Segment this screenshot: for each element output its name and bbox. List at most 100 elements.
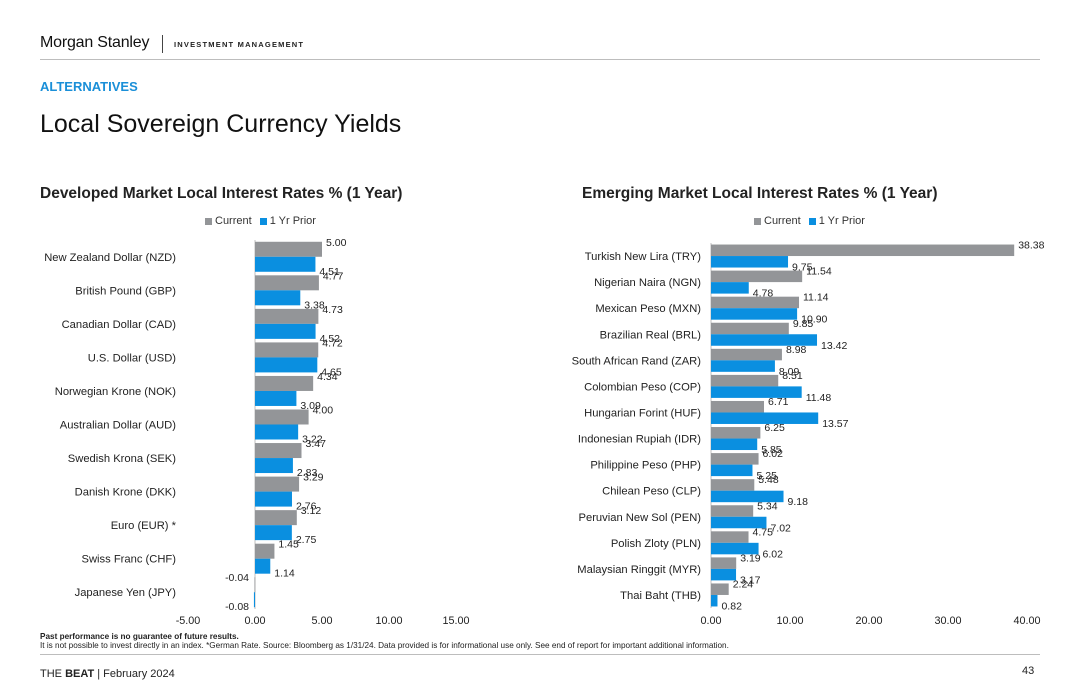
category-label: South African Rand (ZAR): [572, 355, 702, 367]
data-label: 8.98: [786, 344, 807, 356]
data-label: 4.51: [319, 266, 340, 278]
category-label: Turkish New Lira (TRY): [585, 251, 702, 263]
data-label: 4.00: [313, 405, 334, 417]
data-label: 9.75: [792, 262, 813, 274]
bar-current: [711, 400, 765, 413]
bar-current: [711, 453, 759, 465]
data-label: -0.04: [225, 572, 249, 584]
legend-prior-swatch: [808, 217, 816, 225]
category-label: Polish Zloty (PLN): [611, 538, 701, 550]
data-label: 0.82: [721, 600, 742, 612]
bar-current: [255, 543, 275, 559]
legend-prior-label: 1 Yr Prior: [818, 215, 865, 227]
data-label: 2.75: [296, 534, 317, 546]
data-label: 3.19: [740, 552, 761, 564]
bar-current: [255, 443, 302, 459]
bar-current: [711, 505, 754, 517]
data-label: 3.22: [302, 434, 323, 446]
data-label: 2.24: [733, 578, 754, 590]
bar-prior: [711, 282, 749, 294]
bar-prior: [711, 464, 753, 477]
data-label: 4.78: [753, 288, 774, 300]
data-label: 3.12: [301, 505, 322, 517]
category-label: U.S. Dollar (USD): [88, 352, 177, 364]
bar-prior: [711, 568, 737, 581]
x-tick-label: 0.00: [700, 615, 721, 627]
emerging-chart-title: Emerging Market Local Interest Rates % (…: [582, 185, 938, 202]
data-label: 4.34: [317, 371, 338, 383]
category-label: Swedish Krona (SEK): [68, 453, 176, 465]
category-label: Indonesian Rupiah (IDR): [578, 434, 701, 446]
data-label: 13.57: [822, 418, 848, 430]
developed-chart-title: Developed Market Local Interest Rates % …: [40, 185, 403, 202]
bar-prior: [711, 360, 775, 372]
x-tick-label: 0.00: [244, 615, 265, 627]
data-label: 6.25: [764, 422, 785, 434]
page-number: 43: [1022, 665, 1035, 677]
division-name: INVESTMENT MANAGEMENT: [174, 40, 305, 49]
category-label: Chilean Peso (CLP): [602, 486, 701, 498]
bar-prior: [711, 412, 819, 424]
data-label: 10.90: [801, 314, 827, 326]
bar-prior: [711, 334, 818, 346]
bar-current: [711, 583, 729, 595]
bar-prior: [255, 424, 299, 440]
data-label: 11.54: [806, 266, 832, 278]
legend-prior: 1 Yr Prior: [808, 215, 865, 227]
publication-name: BEAT: [65, 668, 95, 680]
legend-current-swatch: [205, 217, 212, 225]
bar-prior: [253, 592, 255, 608]
bar-current: [255, 510, 297, 526]
x-tick-label: 10.00: [375, 615, 402, 627]
data-label: 6.71: [768, 396, 789, 408]
page-title: Local Sovereign Currency Yields: [40, 110, 402, 138]
x-tick-label: 10.00: [776, 615, 803, 627]
legend-current: Current: [205, 215, 252, 227]
disclaimer-text: It is not possible to invest directly in…: [40, 641, 729, 650]
category-label: Nigerian Naira (NGN): [594, 277, 701, 289]
category-label: Thai Baht (THB): [620, 590, 701, 602]
data-label: 4.72: [322, 337, 343, 349]
legend-current-swatch: [754, 217, 761, 225]
category-label: Hungarian Forint (HUF): [584, 407, 701, 419]
category-label: Brazilian Real (BRL): [600, 329, 702, 341]
category-label: Euro (EUR) *: [111, 520, 177, 532]
data-label: 1.14: [274, 568, 295, 580]
disclaimer-bold: Past performance is no guarantee of futu…: [40, 632, 239, 641]
data-label: 9.18: [788, 496, 809, 508]
bar-current: [711, 427, 761, 439]
data-label: 4.75: [753, 526, 774, 538]
legend-prior: 1 Yr Prior: [259, 215, 316, 227]
category-label: Mexican Peso (MXN): [595, 303, 701, 315]
x-tick-label: 30.00: [934, 615, 961, 627]
footnotes: Past performance is no guarantee of futu…: [40, 632, 729, 650]
data-label: 5.25: [756, 470, 777, 482]
developed-legend: Current 1 Yr Prior: [205, 215, 324, 227]
data-label: 3.17: [740, 574, 761, 586]
bar-prior: [255, 256, 316, 272]
publication-footer: THE BEAT | February 2024: [40, 668, 175, 680]
bar-current: [254, 577, 256, 593]
emerging-legend: Current 1 Yr Prior: [754, 215, 873, 227]
legend-prior-label: 1 Yr Prior: [269, 215, 316, 227]
bar-prior: [255, 357, 318, 373]
bar-prior: [711, 386, 802, 398]
data-label: 4.65: [321, 366, 342, 378]
category-label: New Zealand Dollar (NZD): [44, 252, 176, 264]
data-label: 5.00: [326, 237, 347, 249]
legend-prior-swatch: [259, 217, 267, 225]
bar-current: [255, 476, 300, 492]
data-label: 3.38: [304, 299, 325, 311]
data-label: 4.77: [323, 270, 344, 282]
x-tick-label: 40.00: [1013, 615, 1040, 627]
data-label: 11.48: [806, 392, 832, 404]
category-label: Colombian Peso (COP): [584, 381, 701, 393]
bar-prior: [255, 558, 271, 574]
bar-prior: [711, 594, 718, 607]
data-label: 13.42: [821, 340, 847, 352]
data-label: 2.76: [296, 501, 317, 513]
data-label: 38.38: [1018, 240, 1044, 252]
x-tick-label: 15.00: [442, 615, 469, 627]
bar-current: [711, 557, 737, 569]
footer-rule: [40, 654, 1040, 655]
